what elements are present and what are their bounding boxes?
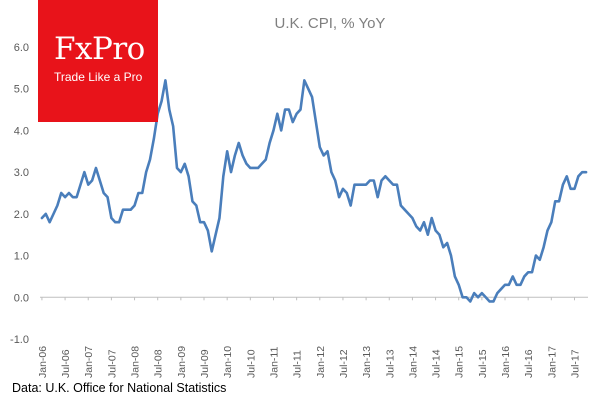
x-tick-label: Jan-12 <box>315 346 327 378</box>
data-source-note: Data: U.K. Office for National Statistic… <box>12 381 227 395</box>
x-tick-label: Jan-11 <box>268 347 280 378</box>
x-tick-label: Jul-07 <box>106 349 118 378</box>
x-tick-label: Jan-09 <box>176 346 188 378</box>
x-tick-label: Jul-16 <box>523 349 535 378</box>
x-tick-label: Jan-16 <box>500 346 512 378</box>
y-tick-label: 4.0 <box>14 125 29 137</box>
axes-layer: 6.0 5.0 4.0 3.0 2.0 1.0 0.0 -1.0 Jan-06 Jul-06 Jan… <box>10 42 588 378</box>
fxpro-logo: FxPro Trade Like a Pro <box>38 0 158 122</box>
chart-title: U.K. CPI, % YoY <box>275 15 386 32</box>
y-tick-label: 5.0 <box>14 84 29 96</box>
x-tick-label: Jul-12 <box>338 349 350 378</box>
x-tick-label: Jul-09 <box>199 349 211 378</box>
x-tick-label: Jan-07 <box>83 346 95 378</box>
x-tick-label: Jan-17 <box>546 346 558 378</box>
x-tick-label: Jul-10 <box>245 349 257 378</box>
y-tick-label: -1.0 <box>10 334 29 346</box>
series-layer <box>40 79 588 303</box>
y-tick-label: 3.0 <box>14 167 29 179</box>
x-tick-label: Jan-08 <box>130 346 142 378</box>
x-tick-label: Jan-13 <box>361 346 373 378</box>
x-tick-label: Jan-10 <box>222 346 234 378</box>
x-tick-label: Jul-14 <box>431 349 443 378</box>
y-tick-label: 2.0 <box>14 209 29 221</box>
series-line-0 <box>40 79 588 303</box>
x-tick-label: Jan-14 <box>407 346 419 378</box>
x-tick-label: Jul-08 <box>153 349 165 378</box>
y-tick-label: 1.0 <box>14 251 29 263</box>
logo-wordmark: FxPro <box>54 31 145 67</box>
x-tick-label: Jul-15 <box>477 349 489 378</box>
y-tick-label: 6.0 <box>14 42 29 54</box>
x-tick-label: Jul-06 <box>60 349 72 378</box>
x-tick-label: Jan-15 <box>454 346 466 378</box>
x-tick-label: Jul-13 <box>384 349 396 378</box>
x-tick-label: Jan-06 <box>37 346 49 378</box>
y-tick-label: 0.0 <box>14 292 29 304</box>
x-tick-label: Jul-17 <box>569 349 581 378</box>
logo-tagline: Trade Like a Pro <box>54 70 143 84</box>
x-tick-label: Jul-11 <box>292 350 304 378</box>
